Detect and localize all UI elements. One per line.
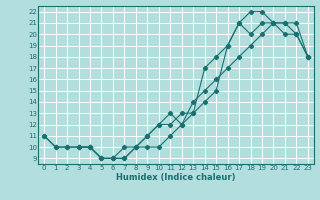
X-axis label: Humidex (Indice chaleur): Humidex (Indice chaleur) [116,173,236,182]
